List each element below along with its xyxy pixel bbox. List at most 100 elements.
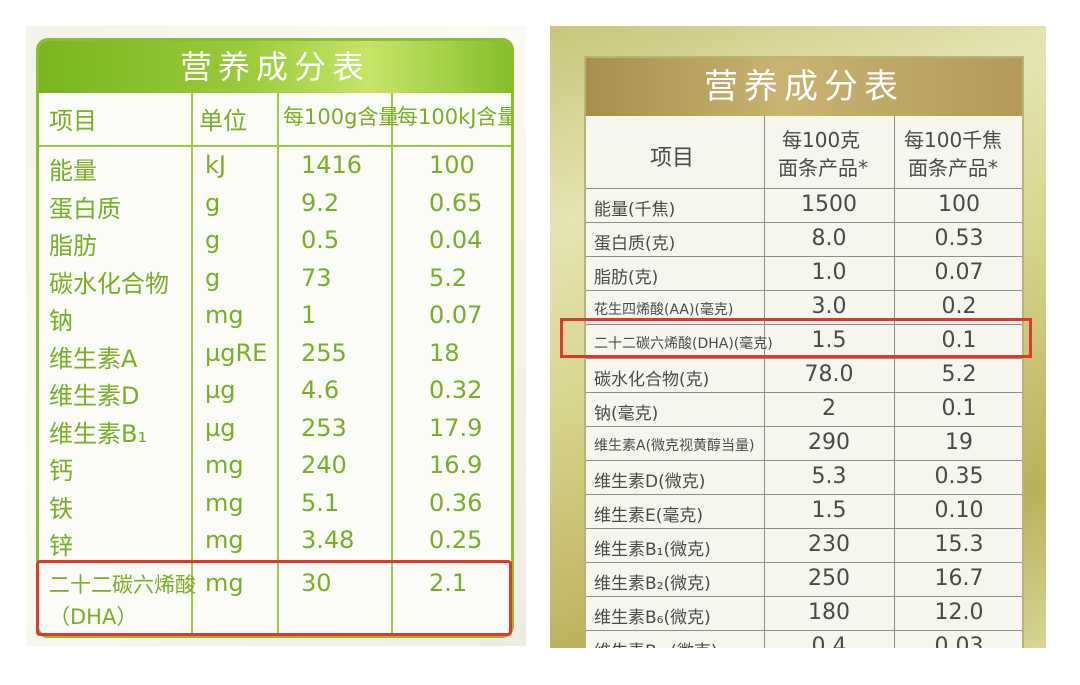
right-row-name: 脂肪(克) (594, 268, 659, 288)
left-header-unit: 单位 (199, 107, 247, 135)
right-row-divider (586, 630, 1022, 631)
right-row-per100kj: 5.2 (941, 362, 977, 387)
right-row-per100g: 2 (822, 396, 836, 421)
right-row-per100g: 8.0 (811, 226, 847, 251)
right-row-name: 二十二碳六烯酸(DHA)(毫克) (594, 336, 773, 352)
left-table-title: 营养成分表 (39, 41, 511, 93)
left-header-per100kj: 每100kJ含量 (397, 105, 514, 129)
left-row-unit: µg (205, 376, 236, 404)
right-row-name: 维生素B₆(微克) (594, 608, 711, 628)
right-row-per100kj: 0.10 (934, 498, 984, 523)
right-row-divider (586, 460, 1022, 461)
right-header-col2-line2: 面条产品* (908, 156, 998, 180)
left-row-per100kj: 0.65 (429, 188, 483, 217)
left-row-name: 脂肪 (49, 232, 97, 260)
right-nutrition-card: 营养成分表 项目 每100克 面条产品* 每100千焦 面条产品* 能量(千焦)… (584, 56, 1024, 648)
right-dha-highlight-box (560, 318, 1032, 358)
left-row-per100g: 253 (301, 413, 347, 442)
right-row-per100kj: 0.1 (941, 328, 977, 353)
left-row-unit: g (205, 188, 221, 217)
right-row-per100g: 290 (808, 430, 850, 455)
left-row-unit: µgRE (205, 338, 268, 367)
left-dha-name-line2: （DHA） (49, 605, 138, 629)
right-row-per100kj: 0.2 (941, 294, 977, 319)
right-row-per100g: 1.0 (811, 260, 847, 285)
left-dha-name-line1: 二十二碳六烯酸 (49, 573, 196, 597)
right-row-per100kj: 15.3 (934, 532, 984, 557)
right-row-divider (586, 290, 1022, 291)
left-row-name: 能量 (49, 157, 97, 185)
right-row-per100g: 3.0 (811, 294, 847, 319)
right-header-col1-line2: 面条产品* (778, 156, 868, 180)
left-column-divider (191, 93, 193, 635)
left-row-per100kj: 100 (429, 151, 475, 179)
right-row-divider (586, 256, 1022, 257)
left-dha-highlight-box (36, 560, 512, 636)
left-row-per100g: 240 (301, 451, 347, 479)
left-row-per100g: 5.1 (301, 488, 340, 517)
right-row-divider (586, 562, 1022, 563)
left-dha-per100g: 30 (301, 569, 332, 597)
left-row-name: 锌 (49, 532, 73, 560)
right-row-name: 维生素B₁(微克) (594, 540, 711, 560)
right-row-per100kj: 0.07 (934, 260, 984, 285)
left-header-per100g: 每100g含量 (283, 105, 400, 129)
left-row-name: 维生素A (49, 344, 138, 373)
right-row-per100kj: 0.1 (941, 396, 977, 421)
right-column-divider (764, 116, 765, 648)
right-row-name: 维生素D(微克) (594, 472, 706, 492)
right-row-per100kj: 0.35 (934, 464, 984, 489)
right-row-divider (586, 528, 1022, 529)
left-row-per100kj: 0.36 (429, 488, 483, 517)
left-row-unit: µg (205, 413, 236, 442)
left-dha-unit: mg (205, 569, 244, 597)
right-row-per100kj: 12.0 (934, 600, 984, 625)
left-row-per100kj: 5.2 (429, 263, 468, 292)
left-row-per100kj: 0.25 (429, 526, 483, 554)
right-column-divider (894, 116, 895, 648)
right-row-name: 钠(毫克) (594, 404, 659, 424)
right-row-per100g: 1500 (801, 192, 857, 217)
left-row-per100kj: 18 (429, 338, 460, 367)
left-row-per100g: 9.2 (301, 188, 340, 217)
right-row-per100g: 180 (808, 600, 850, 625)
left-row-per100kj: 16.9 (429, 451, 483, 479)
right-row-per100kj: 19 (945, 430, 973, 455)
right-header-item: 项目 (650, 146, 695, 171)
right-row-name: 维生素E(毫克) (594, 506, 704, 526)
left-row-unit: mg (205, 488, 244, 517)
left-row-unit: mg (205, 451, 244, 479)
right-row-divider (586, 426, 1022, 427)
left-row-name: 维生素D (49, 382, 140, 410)
left-header-divider (39, 145, 511, 147)
right-row-name: 维生素A(微克视黄醇当量) (594, 438, 755, 454)
left-row-unit: g (205, 226, 221, 254)
left-row-name: 钙 (49, 457, 73, 485)
left-row-name: 碳水化合物 (49, 269, 169, 298)
right-row-per100g: 0.4 (811, 634, 847, 648)
left-row-name: 铁 (49, 494, 73, 523)
left-row-name: 蛋白质 (49, 194, 121, 223)
right-row-name: 维生素B₂(微克) (594, 574, 711, 594)
right-row-name: 蛋白质(克) (594, 234, 676, 254)
right-row-per100g: 1.5 (811, 498, 847, 523)
left-row-unit: mg (205, 526, 244, 554)
left-label-photo: 营养成分表 项目 单位 每100g含量 每100kJ含量 能量 kJ 1416 100… (26, 26, 526, 646)
left-column-divider (277, 93, 279, 635)
left-row-per100g: 1 (301, 301, 317, 329)
right-row-per100g: 78.0 (804, 362, 854, 387)
right-row-name: 能量(千焦) (594, 200, 676, 220)
right-row-divider (586, 324, 1022, 325)
right-header-col2-line1: 每100千焦 (904, 128, 1003, 152)
left-column-divider (391, 93, 393, 635)
left-header-item: 项目 (49, 107, 97, 135)
left-nutrition-card: 营养成分表 项目 单位 每100g含量 每100kJ含量 能量 kJ 1416 100… (36, 38, 514, 638)
left-row-name: 钠 (49, 307, 73, 335)
left-row-unit: g (205, 263, 221, 292)
right-row-divider (586, 392, 1022, 393)
left-row-per100g: 3.48 (301, 526, 355, 554)
right-header-col1-line1: 每100克 (782, 128, 861, 152)
left-row-per100g: 0.5 (301, 226, 340, 254)
right-row-per100kj: 0.03 (934, 634, 984, 648)
left-row-per100kj: 0.04 (429, 226, 483, 254)
